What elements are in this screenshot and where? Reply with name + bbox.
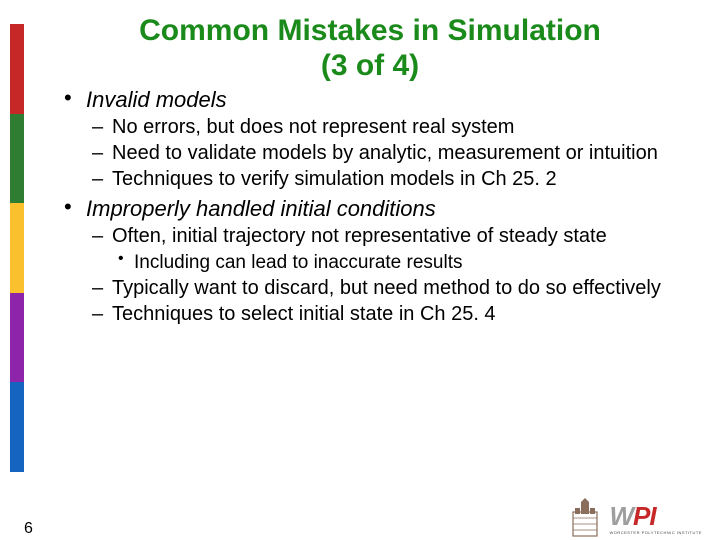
stripe-1 bbox=[10, 24, 24, 114]
sub-item: Need to validate models by analytic, mea… bbox=[86, 141, 680, 166]
wpi-logo-subtext: WORCESTER POLYTECHNIC INSTITUTE bbox=[609, 530, 702, 535]
sub-item: Techniques to verify simulation models i… bbox=[86, 167, 680, 192]
sub-text: Techniques to verify simulation models i… bbox=[112, 168, 557, 190]
sub-text: Typically want to discard, but need meth… bbox=[112, 277, 661, 299]
title-line-2: (3 of 4) bbox=[321, 49, 419, 82]
logo-letter-w: W bbox=[609, 501, 633, 531]
wpi-seal-icon bbox=[567, 498, 603, 540]
sub-text: No errors, but does not represent real s… bbox=[112, 116, 514, 138]
sub-list: No errors, but does not represent real s… bbox=[86, 115, 680, 192]
wpi-logo-text: WPI bbox=[609, 503, 702, 529]
bullet-topic: Improperly handled initial conditions bbox=[86, 196, 680, 222]
stripe-2 bbox=[10, 114, 24, 204]
logo-text-block: WPI WORCESTER POLYTECHNIC INSTITUTE bbox=[609, 503, 702, 535]
sub-item: Techniques to select initial state in Ch… bbox=[86, 302, 680, 327]
subsub-text: Including can lead to inaccurate results bbox=[134, 252, 462, 273]
bullet-item: Invalid models No errors, but does not r… bbox=[58, 87, 680, 192]
stripe-4 bbox=[10, 293, 24, 383]
sub-item: No errors, but does not represent real s… bbox=[86, 115, 680, 140]
bullet-item: Improperly handled initial conditions Of… bbox=[58, 196, 680, 327]
logo-letter-i: I bbox=[649, 501, 655, 531]
bullet-topic: Invalid models bbox=[86, 87, 680, 113]
subsub-item: Including can lead to inaccurate results bbox=[112, 251, 680, 275]
bullet-list: Invalid models No errors, but does not r… bbox=[58, 87, 680, 327]
wpi-logo: WPI WORCESTER POLYTECHNIC INSTITUTE bbox=[567, 498, 702, 540]
subsub-list: Including can lead to inaccurate results bbox=[112, 251, 680, 275]
sub-list: Often, initial trajectory not representa… bbox=[86, 224, 680, 327]
stripe-3 bbox=[10, 203, 24, 293]
title-line-1: Common Mistakes in Simulation bbox=[139, 14, 601, 47]
sub-item: Often, initial trajectory not representa… bbox=[86, 224, 680, 275]
slide-number: 6 bbox=[24, 520, 33, 538]
sub-text: Techniques to select initial state in Ch… bbox=[112, 303, 496, 325]
sub-text: Need to validate models by analytic, mea… bbox=[112, 142, 658, 164]
slide-content: Invalid models No errors, but does not r… bbox=[58, 87, 680, 327]
sub-item: Typically want to discard, but need meth… bbox=[86, 276, 680, 301]
stripe-5 bbox=[10, 382, 24, 472]
logo-letter-p: P bbox=[633, 501, 649, 531]
accent-stripes bbox=[10, 24, 24, 472]
slide-title: Common Mistakes in Simulation (3 of 4) bbox=[60, 14, 680, 83]
sub-text: Often, initial trajectory not representa… bbox=[112, 225, 607, 247]
